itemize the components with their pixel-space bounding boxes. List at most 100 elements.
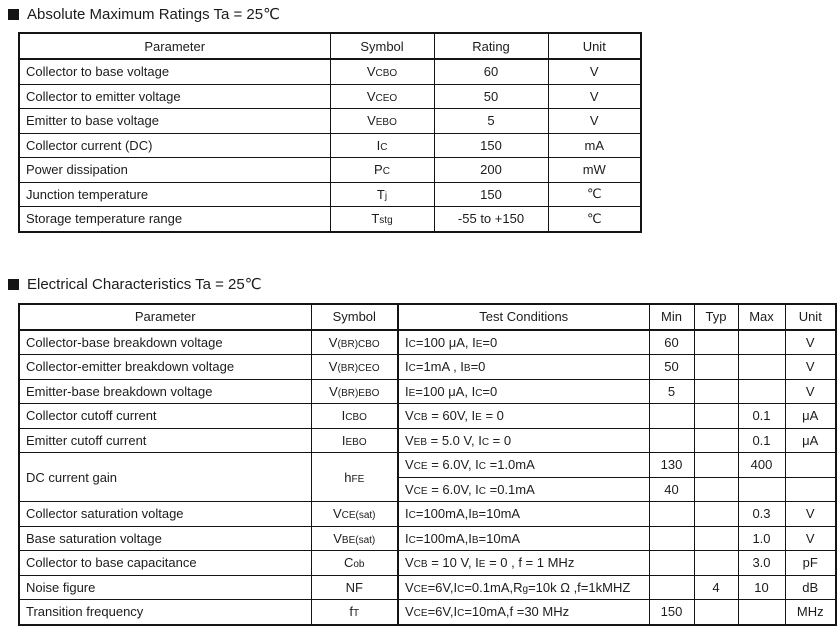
unit-cell: μA [784, 403, 837, 429]
typ-cell [693, 378, 739, 404]
parameter-cell: Noise figure [18, 574, 312, 600]
unit-cell: V [547, 58, 642, 85]
header-row: Parameter Symbol Rating Unit [18, 32, 642, 60]
table-row: Noise figure NF VCE=6V,IC=0.1mA,Rg=10k Ω ,… [18, 574, 837, 600]
parameter-cell: Junction temperature [18, 181, 331, 207]
absolute-maximum-ratings-table: Parameter Symbol Rating Unit Collector t… [18, 32, 642, 233]
max-cell [737, 329, 786, 355]
table-row: Collector saturation voltage VCE(sat) IC=1… [18, 501, 837, 527]
col-header-symbol: Symbol [310, 303, 399, 331]
parameter-cell: Storage temperature range [18, 206, 331, 232]
symbol-cell: Tj [329, 181, 435, 207]
symbol-cell: V(BR)CEO [310, 354, 399, 380]
symbol-cell: PC [329, 157, 435, 183]
rating-cell: 150 [433, 132, 549, 158]
table-row: Collector to emitter voltage VCEO 50 V [18, 83, 642, 109]
min-cell: 50 [648, 354, 695, 380]
test-conditions-cell: VCE=6V,IC=0.1mA,Rg=10k Ω ,f=1kMHZ [397, 574, 650, 600]
table-row: Junction temperature Tj 150 ℃ [18, 181, 642, 207]
col-header-rating: Rating [433, 32, 549, 60]
min-cell [648, 525, 695, 551]
max-cell [737, 354, 786, 380]
symbol-cell: IC [329, 132, 435, 158]
test-conditions-cell: VCE = 6.0V, IC =1.0mA [397, 452, 650, 478]
electrical-characteristics-table: Parameter Symbol Test Conditions Min Typ… [18, 302, 837, 626]
col-header-parameter: Parameter [18, 303, 312, 331]
parameter-cell: Collector cutoff current [18, 403, 312, 429]
min-cell [648, 574, 695, 600]
min-cell [648, 403, 695, 429]
max-cell: 400 [737, 452, 786, 478]
unit-cell [784, 452, 837, 478]
symbol-cell: ICBO [310, 403, 399, 429]
table-row: Collector cutoff current ICBO VCB = 60V, I… [18, 403, 837, 429]
unit-cell: V [784, 501, 837, 527]
max-cell: 3.0 [737, 550, 786, 576]
typ-cell [693, 525, 739, 551]
section-title-absolute-maximum-ratings: Absolute Maximum Ratings Ta = 25℃ [8, 5, 840, 24]
table-row: Collector-emitter breakdown voltage V(BR)… [18, 354, 837, 380]
parameter-cell: Collector current (DC) [18, 132, 331, 158]
test-conditions-cell: VCE = 6.0V, IC =0.1mA [397, 476, 650, 502]
symbol-cell: VEBO [329, 108, 435, 134]
section-bullet-icon [8, 278, 19, 290]
symbol-cell: V(BR)CBO [310, 329, 399, 355]
parameter-cell: Emitter-base breakdown voltage [18, 378, 312, 404]
unit-cell: V [784, 354, 837, 380]
rating-cell: 5 [433, 108, 549, 134]
table-row: Collector-base breakdown voltage V(BR)CBO… [18, 329, 837, 355]
rating-cell: 50 [433, 83, 549, 109]
typ-cell [693, 599, 739, 625]
max-cell: 0.1 [737, 427, 786, 453]
symbol-cell: Tstg [329, 206, 435, 232]
test-conditions-cell: IE=100 μA, IC=0 [397, 378, 650, 404]
col-header-typ: Typ [693, 303, 739, 331]
table-row: DC current gain hFE VCE = 6.0V, IC =1.0mA 1… [18, 452, 837, 502]
col-header-unit: Unit [784, 303, 837, 331]
min-cell [648, 501, 695, 527]
unit-cell: μA [784, 427, 837, 453]
min-cell [648, 550, 695, 576]
table-row: Transition frequency fT VCE=6V,IC=10mA,f =… [18, 599, 837, 625]
parameter-cell: Collector to base voltage [18, 58, 331, 85]
table-row: Emitter to base voltage VEBO 5 V [18, 108, 642, 134]
symbol-cell: VBE(sat) [310, 525, 399, 551]
max-cell [737, 599, 786, 625]
unit-cell: mA [547, 132, 642, 158]
typ-cell: 4 [693, 574, 739, 600]
typ-cell [693, 354, 739, 380]
test-conditions-cell: VCE=6V,IC=10mA,f =30 MHz [397, 599, 650, 625]
max-cell: 1.0 [737, 525, 786, 551]
symbol-cell: fT [310, 599, 399, 625]
parameter-cell: Collector to base capacitance [18, 550, 312, 576]
table-row: Storage temperature range Tstg -55 to +150… [18, 206, 642, 232]
parameter-cell: Collector saturation voltage [18, 501, 312, 527]
parameter-cell: Emitter to base voltage [18, 108, 331, 134]
typ-cell [693, 550, 739, 576]
table-row: Power dissipation PC 200 mW [18, 157, 642, 183]
rating-cell: 150 [433, 181, 549, 207]
section-title-electrical-characteristics: Electrical Characteristics Ta = 25℃ [8, 275, 840, 294]
test-conditions-cell: IC=100mA,IB=10mA [397, 501, 650, 527]
unit-cell: MHz [784, 599, 837, 625]
table-row: Collector to base voltage VCBO 60 V [18, 58, 642, 85]
symbol-cell: V(BR)EBO [310, 378, 399, 404]
min-cell: 40 [648, 476, 695, 502]
symbol-cell: IEBO [310, 427, 399, 453]
rating-cell: 200 [433, 157, 549, 183]
section-bullet-icon [8, 9, 19, 20]
min-cell: 5 [648, 378, 695, 404]
test-conditions-cell: VCB = 10 V, IE = 0 , f = 1 MHz [397, 550, 650, 576]
col-header-parameter: Parameter [18, 32, 331, 60]
symbol-cell: VCEO [329, 83, 435, 109]
min-cell [648, 427, 695, 453]
unit-cell: V [784, 525, 837, 551]
symbol-cell: NF [310, 574, 399, 600]
col-header-symbol: Symbol [329, 32, 435, 60]
table-row: Emitter-base breakdown voltage V(BR)EBO IE… [18, 378, 837, 404]
symbol-cell: VCE(sat) [310, 501, 399, 527]
unit-cell: V [547, 83, 642, 109]
parameter-cell: Emitter cutoff current [18, 427, 312, 453]
unit-cell: dB [784, 574, 837, 600]
